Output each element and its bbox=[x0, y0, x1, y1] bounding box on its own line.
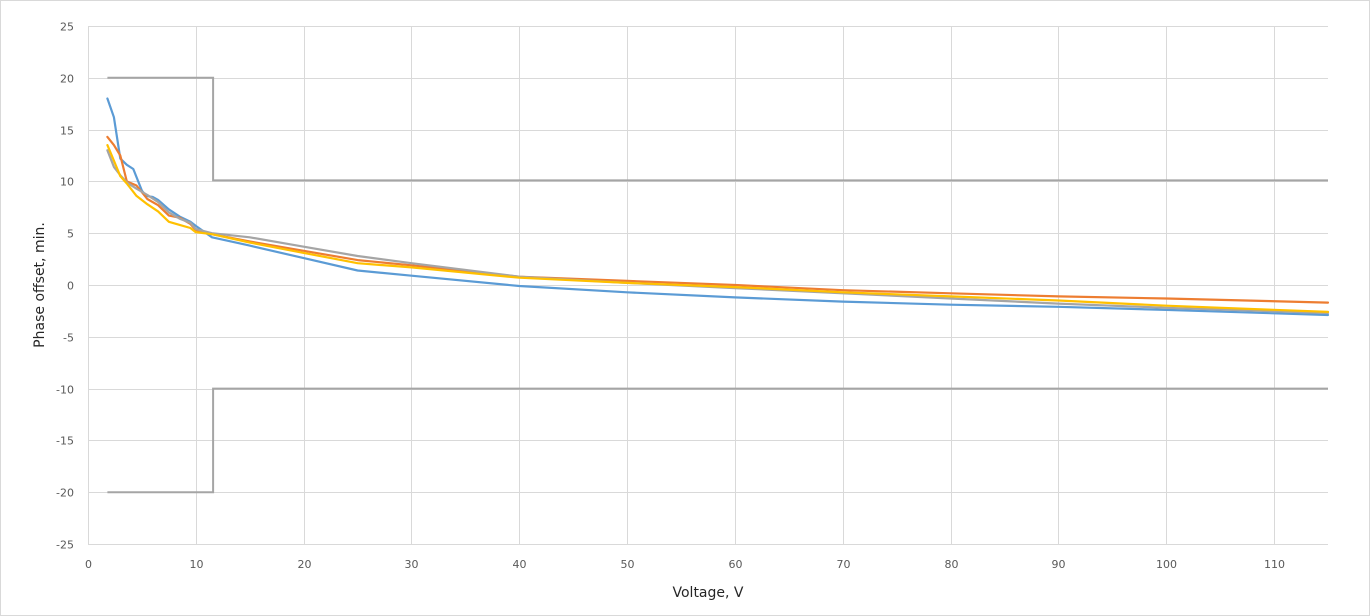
y-tick-label: 15 bbox=[60, 125, 74, 138]
series-line-yellow bbox=[106, 144, 1330, 313]
series-line-orange bbox=[106, 135, 1330, 304]
y-axis-tick-labels: 25 20 15 10 5 0 -5 -10 -15 -20 -25 bbox=[56, 21, 74, 552]
y-tick-label: 25 bbox=[60, 21, 74, 34]
x-tick-label: 90 bbox=[1052, 558, 1066, 571]
y-tick-label: 10 bbox=[60, 176, 74, 189]
y-tick-label: -25 bbox=[56, 539, 74, 552]
y-tick-label: -20 bbox=[56, 487, 74, 500]
y-tick-label: -15 bbox=[56, 435, 74, 448]
series-layer bbox=[106, 97, 1330, 317]
x-tick-label: 80 bbox=[945, 558, 959, 571]
y-tick-label: 20 bbox=[60, 73, 74, 86]
upper-limit-line bbox=[107, 76, 1328, 182]
lower-limit-line bbox=[107, 387, 1328, 494]
x-tick-label: 10 bbox=[190, 558, 204, 571]
limit-lines bbox=[107, 76, 1328, 494]
y-tick-label: 5 bbox=[67, 228, 74, 241]
x-tick-label: 70 bbox=[837, 558, 851, 571]
x-tick-label: 50 bbox=[621, 558, 635, 571]
series-line-gray bbox=[106, 149, 1330, 315]
x-tick-label: 40 bbox=[513, 558, 527, 571]
x-tick-label: 20 bbox=[298, 558, 312, 571]
y-tick-label: -10 bbox=[56, 384, 74, 397]
x-tick-label: 0 bbox=[85, 558, 92, 571]
x-axis-title: Voltage, V bbox=[673, 585, 744, 601]
x-tick-label: 60 bbox=[729, 558, 743, 571]
y-axis-title: Phase offset, min. bbox=[32, 222, 48, 348]
y-tick-label: -5 bbox=[63, 332, 74, 345]
x-axis-tick-labels: 0 10 20 30 40 50 60 70 80 90 100 110 bbox=[85, 558, 1285, 571]
x-tick-label: 30 bbox=[405, 558, 419, 571]
y-tick-label: 0 bbox=[67, 280, 74, 293]
x-tick-label: 100 bbox=[1156, 558, 1177, 571]
x-tick-label: 110 bbox=[1264, 558, 1285, 571]
